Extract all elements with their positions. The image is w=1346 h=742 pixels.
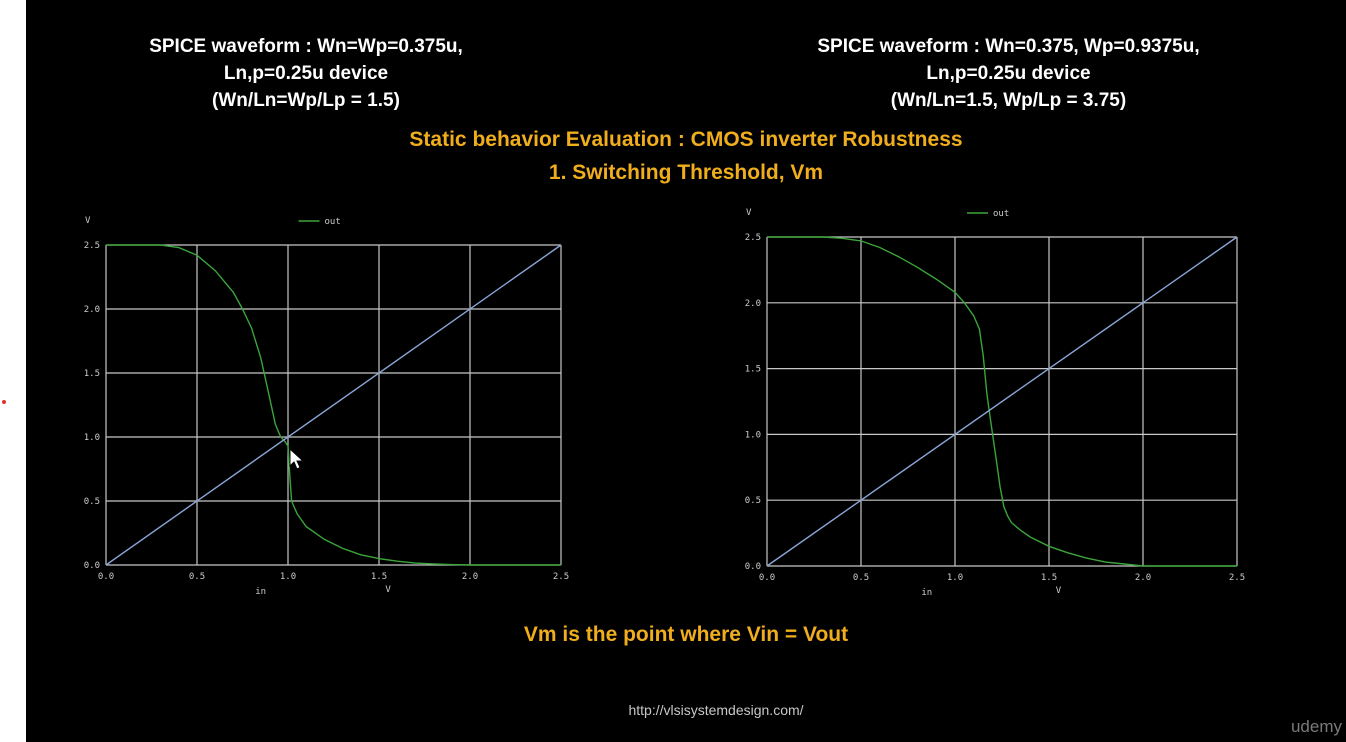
y-tick-label: 1.5 — [745, 365, 761, 375]
series-out-line — [106, 244, 561, 566]
series-reference-line — [105, 244, 562, 566]
chart-text: 0.0 0.5 1.0 1.5 2.0 2.5 0.0 0.5 1.0 1.5 2.0 2.5 out V… — [745, 208, 1245, 598]
y-tick-label: 0.0 — [745, 562, 761, 572]
left-caption-line-2: Ln,p=0.25u device — [223, 63, 389, 84]
slide-title-line-1: Static behavior Evaluation : CMOS invert… — [409, 128, 963, 151]
y-tick-label: 1.0 — [745, 430, 761, 440]
x-tick-label: 0.0 — [759, 573, 775, 583]
right-chart-caption: SPICE waveform : Wn=0.375, Wp=0.9375u, L… — [771, 33, 1246, 114]
x-tick-label: 2.0 — [462, 572, 478, 582]
slide-title: Static behavior Evaluation : CMOS invert… — [306, 123, 1066, 189]
y-tick-label: 1.5 — [84, 369, 100, 379]
x-tick-label: 2.5 — [1229, 573, 1245, 583]
slide: SPICE waveform : Wn=Wp=0.375u, Ln,p=0.25… — [26, 0, 1346, 742]
y-tick-label: 2.5 — [84, 241, 100, 251]
chart-text: 0.0 0.5 1.0 1.5 2.0 2.5 0.0 0.5 1.0 1.5 2.0 2.5 out V… — [84, 216, 569, 597]
x-tick-label: 0.0 — [98, 572, 114, 582]
right-caption-line-3: (Wn/Ln=1.5, Wp/Lp = 3.75) — [890, 90, 1127, 111]
x-tick-label: 1.0 — [947, 573, 963, 583]
y-tick-label: 1.0 — [84, 433, 100, 443]
x-tick-label: 0.5 — [189, 572, 205, 582]
x-tick-label: 1.5 — [1041, 573, 1057, 583]
y-tick-label: 0.0 — [84, 561, 100, 571]
red-marker-dot — [2, 400, 6, 404]
y-tick-label: 2.0 — [84, 305, 100, 315]
x-tick-label: 2.0 — [1135, 573, 1151, 583]
right-vtc-chart: 0.0 0.5 1.0 1.5 2.0 2.5 0.0 0.5 1.0 1.5 2.0 2.5 out V… — [745, 208, 1245, 598]
chart-series — [766, 236, 1238, 567]
y-tick-label: 2.0 — [745, 299, 761, 309]
right-caption-line-1: SPICE waveform : Wn=0.375, Wp=0.9375u, — [817, 36, 1200, 57]
x-axis-unit: V — [385, 585, 391, 595]
x-axis-label: in — [921, 588, 932, 598]
series-reference-line — [766, 236, 1238, 567]
left-caption-line-3: (Wn/Ln=Wp/Lp = 1.5) — [212, 90, 400, 111]
right-caption-line-2: Ln,p=0.25u device — [926, 63, 1091, 84]
x-tick-label: 1.5 — [371, 572, 387, 582]
mouse-cursor-icon — [289, 447, 305, 470]
footer-url[interactable]: http://vlsisystemdesign.com/ — [628, 702, 804, 718]
y-tick-label: 0.5 — [84, 497, 100, 507]
y-axis-unit: V — [85, 216, 91, 226]
y-tick-label: 0.5 — [745, 496, 761, 506]
left-vtc-chart: 0.0 0.5 1.0 1.5 2.0 2.5 0.0 0.5 1.0 1.5 2.0 2.5 out V… — [84, 216, 569, 597]
legend-label-out: out — [325, 217, 341, 227]
chart-series — [105, 244, 562, 566]
series-out-line — [767, 236, 1237, 567]
x-axis-unit: V — [1056, 586, 1062, 596]
y-axis-unit: V — [746, 208, 752, 218]
x-axis-label: in — [255, 587, 266, 597]
legend-label-out: out — [993, 209, 1009, 219]
y-tick-label: 2.5 — [745, 233, 761, 243]
left-caption-line-1: SPICE waveform : Wn=Wp=0.375u, — [149, 36, 463, 57]
x-tick-label: 1.0 — [280, 572, 296, 582]
left-chart-caption: SPICE waveform : Wn=Wp=0.375u, Ln,p=0.25… — [86, 33, 526, 114]
conclusion-text: Vm is the point where Vin = Vout — [523, 623, 849, 646]
x-tick-label: 2.5 — [553, 572, 569, 582]
x-tick-label: 0.5 — [853, 573, 869, 583]
slide-title-line-2: 1. Switching Threshold, Vm — [548, 161, 824, 184]
udemy-watermark: udemy — [1290, 717, 1342, 736]
